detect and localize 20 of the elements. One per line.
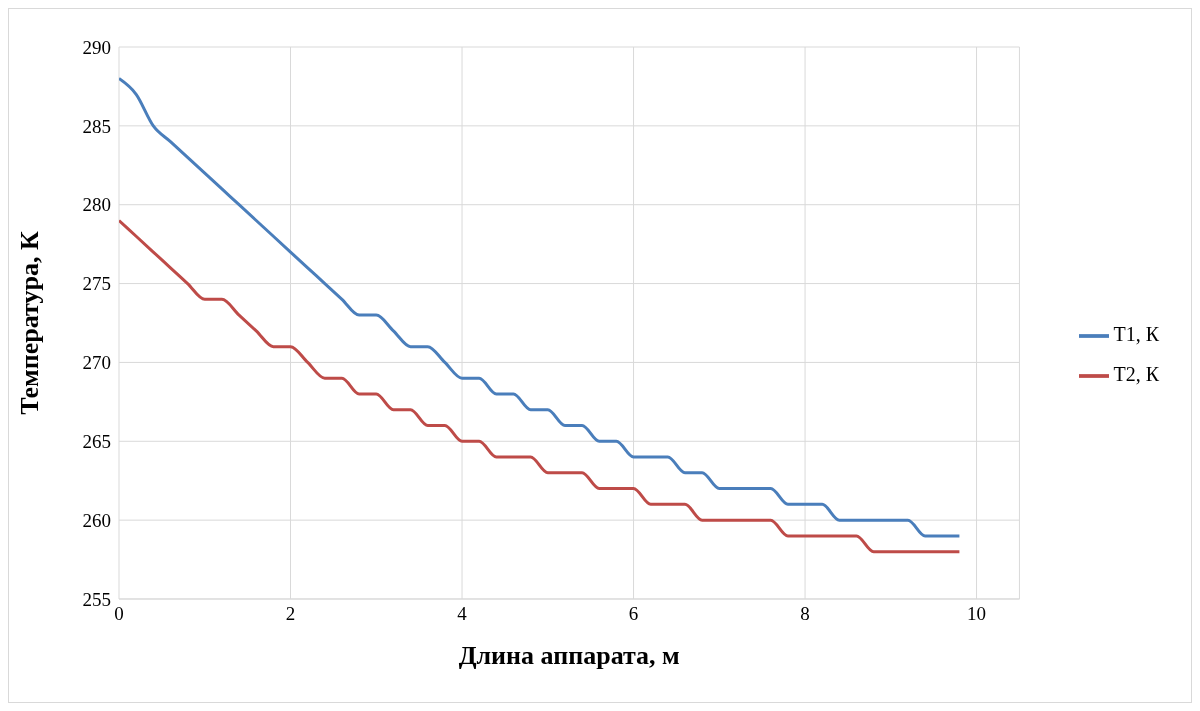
x-tick-label: 0	[114, 603, 124, 625]
y-tick-label: 265	[82, 431, 111, 453]
y-tick-label: 280	[82, 194, 111, 216]
y-axis-title: Температура, К	[15, 231, 45, 415]
y-tick-label: 275	[82, 273, 111, 295]
x-tick-label: 10	[967, 603, 987, 625]
y-tick-label: 260	[82, 509, 111, 531]
x-tick-label: 4	[457, 603, 468, 625]
line-series	[119, 218, 961, 554]
y-tick-label: 290	[82, 36, 111, 58]
x-axis-title: Длина аппарата, м	[458, 641, 680, 670]
y-tick-label: 285	[82, 115, 111, 137]
line-series	[119, 77, 961, 538]
x-tick-label: 8	[800, 603, 810, 625]
legend-label: T1, К	[1113, 323, 1159, 345]
legend-label: T2, К	[1113, 363, 1159, 385]
y-tick-label: 270	[82, 352, 111, 374]
y-tick-label: 255	[82, 588, 111, 610]
x-tick-label: 2	[285, 603, 296, 625]
x-tick-label: 6	[628, 603, 639, 625]
